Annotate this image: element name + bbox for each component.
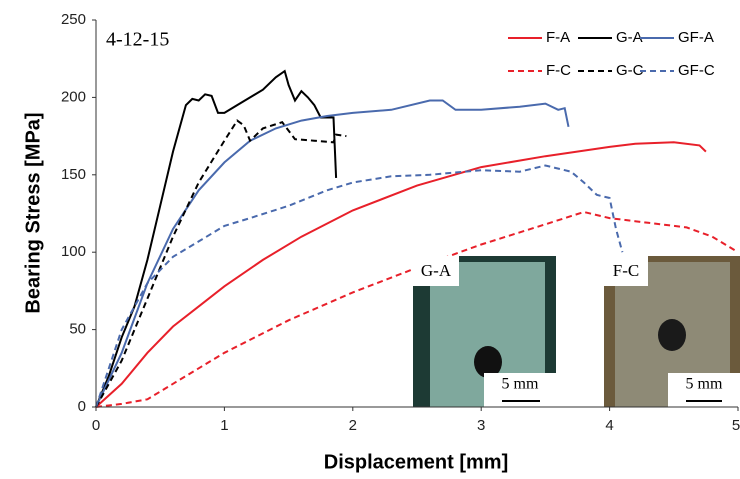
legend-label: GF-C xyxy=(678,62,715,79)
y-tick-label: 150 xyxy=(61,166,86,183)
legend-label: F-C xyxy=(546,62,571,79)
legend-label: G-A xyxy=(616,29,643,46)
series-line xyxy=(95,99,570,408)
x-tick-label: 1 xyxy=(220,417,228,434)
series-line xyxy=(95,141,707,408)
x-axis-label: Displacement [mm] xyxy=(324,451,509,473)
y-tick-label: 100 xyxy=(61,243,86,260)
series-line xyxy=(95,164,624,408)
inset-label: F-C xyxy=(613,261,639,280)
y-tick-label: 250 xyxy=(61,11,86,28)
x-tick-label: 3 xyxy=(477,417,485,434)
legend-label: GF-A xyxy=(678,29,714,46)
y-axis-label: Bearing Stress [MPa] xyxy=(22,112,44,313)
inset-f-c: F-C 5 mm xyxy=(604,256,740,407)
legend-label: G-C xyxy=(616,62,644,79)
inset-label-box xyxy=(604,256,648,286)
scale-label: 5 mm xyxy=(686,376,723,393)
x-tick-label: 5 xyxy=(732,417,740,434)
x-tick-label: 0 xyxy=(92,417,100,434)
hole xyxy=(658,319,686,351)
annotation: 4-12-15 xyxy=(106,29,169,51)
scale-label: 5 mm xyxy=(502,376,539,393)
y-tick-label: 0 xyxy=(78,398,86,415)
inset-label-box xyxy=(413,256,459,286)
inset-g-a: G-A 5 mm xyxy=(413,256,556,407)
legend-label: F-A xyxy=(546,29,570,46)
inset-label: G-A xyxy=(421,261,452,280)
hole xyxy=(474,346,502,378)
series-line xyxy=(95,69,338,408)
y-tick-label: 50 xyxy=(69,321,86,338)
x-tick-label: 2 xyxy=(349,417,357,434)
series-line xyxy=(95,119,347,408)
x-tick-label: 4 xyxy=(605,417,613,434)
y-tick-label: 200 xyxy=(61,88,86,105)
